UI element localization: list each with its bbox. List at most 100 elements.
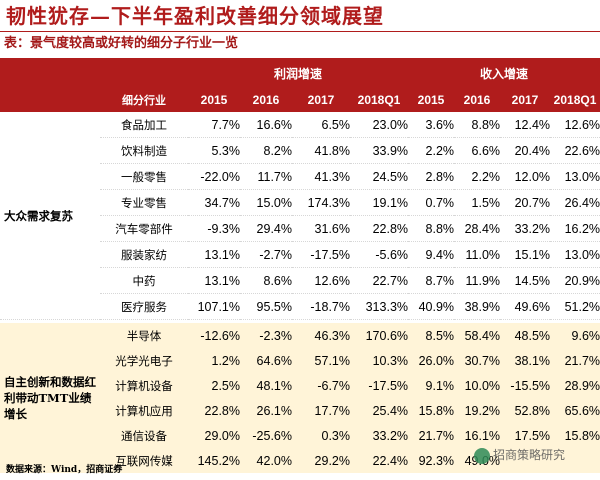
revenue-growth-cell: 15.8%	[550, 423, 600, 448]
profit-growth-cell: -9.3%	[188, 215, 240, 242]
revenue-growth-cell: 51.2%	[550, 293, 600, 320]
profit-growth-cell: 11.7%	[240, 163, 292, 190]
revenue-growth-cell: 21.7%	[550, 348, 600, 373]
industry-name: 计算机设备	[100, 373, 188, 398]
watermark: 招商策略研究	[474, 446, 565, 464]
profit-growth-cell: 34.7%	[188, 189, 240, 216]
profit-growth-cell: -18.7%	[292, 293, 350, 320]
revenue-growth-cell: 16.1%	[454, 423, 501, 448]
revenue-year-header: 2017	[500, 88, 551, 112]
industry-name: 一般零售	[100, 163, 188, 190]
profit-growth-cell: -2.3%	[240, 323, 292, 348]
revenue-growth-cell: 16.2%	[550, 215, 600, 242]
profit-growth-cell: -6.7%	[292, 373, 350, 398]
profit-growth-cell: 2.5%	[188, 373, 240, 398]
revenue-year-header: 2018Q1	[550, 88, 600, 112]
profit-growth-cell: 26.1%	[240, 398, 292, 423]
revenue-growth-cell: 26.0%	[408, 348, 455, 373]
profit-growth-cell: 33.2%	[350, 423, 409, 448]
revenue-growth-cell: 38.9%	[454, 293, 501, 320]
profit-growth-cell: 145.2%	[188, 448, 240, 473]
profit-growth-cell: 41.8%	[292, 137, 350, 164]
profit-growth-cell: 0.3%	[292, 423, 350, 448]
profit-growth-cell: 19.1%	[350, 189, 409, 216]
revenue-growth-cell	[500, 448, 551, 473]
revenue-growth-cell: 13.0%	[550, 241, 600, 268]
profit-growth-cell: 57.1%	[292, 348, 350, 373]
profit-growth-cell: 64.6%	[240, 348, 292, 373]
revenue-growth-cell: 38.1%	[500, 348, 551, 373]
profit-growth-cell: 46.3%	[292, 323, 350, 348]
profit-year-header: 2018Q1	[350, 88, 409, 112]
profit-growth-cell: 29.2%	[292, 448, 350, 473]
profit-growth-cell: 170.6%	[350, 323, 409, 348]
industry-name: 中药	[100, 267, 188, 294]
profit-growth-cell: 33.9%	[350, 137, 409, 164]
revenue-growth-cell: 8.8%	[408, 215, 455, 242]
revenue-growth-cell: 10.0%	[454, 373, 501, 398]
revenue-growth-cell: 20.4%	[500, 137, 551, 164]
profit-growth-cell: 41.3%	[292, 163, 350, 190]
table-row: 自主创新和数据红利带动TMT业绩增长 半导体 -12.6% -2.3% 46.3% 170…	[0, 323, 600, 473]
revenue-growth-cell: 8.5%	[408, 323, 455, 348]
revenue-growth-cell: 48.5%	[500, 323, 551, 348]
table-row: 中药 13.1% 8.6% 12.6% 22.7% 8.7% 11.9% 14.5% 20.9%	[0, 267, 600, 294]
table-row: 计算机设备 2.5% 48.1% -6.7% -17.5% 9.1% 10.0% -15.5%…	[0, 373, 600, 398]
table-row: 服装家纺 13.1% -2.7% -17.5% -5.6% 9.4% 11.0% 15.1% 1…	[0, 241, 600, 268]
profit-growth-cell: -25.6%	[240, 423, 292, 448]
industry-name: 饮料制造	[100, 137, 188, 164]
revenue-growth-cell: 19.2%	[454, 398, 501, 423]
table-row: 饮料制造 5.3% 8.2% 41.8% 33.9% 2.2% 6.6% 20.4% 22.6%	[0, 137, 600, 164]
profit-growth-cell: 22.4%	[350, 448, 409, 473]
table-group-header: 利润增速 收入增速	[0, 58, 600, 88]
revenue-growth-cell: 6.6%	[454, 137, 501, 164]
revenue-growth-cell: 49.6%	[500, 293, 551, 320]
growth-table: 利润增速 收入增速 细分行业 2015 2016 2017 2018Q1 201…	[0, 58, 600, 473]
profit-growth-cell: 48.1%	[240, 373, 292, 398]
revenue-growth-cell: 9.6%	[550, 323, 600, 348]
profit-year-header: 2016	[240, 88, 292, 112]
revenue-growth-cell: 22.6%	[550, 137, 600, 164]
revenue-growth-cell: 3.6%	[408, 112, 455, 138]
profit-growth-cell: 7.7%	[188, 112, 240, 138]
profit-growth-cell: 17.7%	[292, 398, 350, 423]
watermark-text: 招商策略研究	[493, 448, 566, 462]
revenue-growth-cell: 58.4%	[454, 323, 501, 348]
industry-name: 汽车零部件	[100, 215, 188, 242]
industry-column-header: 细分行业	[100, 88, 188, 112]
table-row: 大众需求复苏 食品加工 7.7% 16.6% 6.5% 23.0% 3.6% 8.8% 12.4…	[0, 112, 600, 320]
table-row: 光学光电子 1.2% 64.6% 57.1% 10.3% 26.0% 30.7% 38.1% 2…	[0, 348, 600, 373]
profit-growth-cell: 8.6%	[240, 267, 292, 294]
profit-growth-cell: -22.0%	[188, 163, 240, 190]
profit-growth-cell: 5.3%	[188, 137, 240, 164]
revenue-growth-cell: 40.9%	[408, 293, 455, 320]
profit-growth-cell: -5.6%	[350, 241, 409, 268]
revenue-growth-cell: 9.1%	[408, 373, 455, 398]
revenue-growth-cell: 20.9%	[550, 267, 600, 294]
profit-growth-cell: -17.5%	[292, 241, 350, 268]
table-caption: 表：景气度较高或好转的细分子行业一览	[4, 36, 239, 51]
profit-growth-cell: -17.5%	[350, 373, 409, 398]
title-divider	[0, 31, 600, 32]
revenue-growth-cell: 30.7%	[454, 348, 501, 373]
profit-growth-header: 利润增速	[188, 58, 409, 88]
profit-growth-cell: 22.8%	[350, 215, 409, 242]
profit-growth-cell: 22.7%	[350, 267, 409, 294]
industry-name: 计算机应用	[100, 398, 188, 423]
profit-growth-cell: -12.6%	[188, 323, 240, 348]
revenue-growth-cell: 2.2%	[408, 137, 455, 164]
table-year-header: 细分行业 2015 2016 2017 2018Q1 2015 2016 201…	[0, 88, 600, 112]
revenue-growth-cell: 0.7%	[408, 189, 455, 216]
revenue-growth-cell	[550, 448, 600, 473]
industry-name: 光学光电子	[100, 348, 188, 373]
revenue-growth-cell: 11.0%	[454, 241, 501, 268]
revenue-growth-cell: 1.5%	[454, 189, 501, 216]
revenue-growth-cell: 26.4%	[550, 189, 600, 216]
profit-growth-cell: 95.5%	[240, 293, 292, 320]
profit-growth-cell: -2.7%	[240, 241, 292, 268]
revenue-growth-cell: 15.8%	[408, 398, 455, 423]
revenue-year-header: 2016	[454, 88, 501, 112]
revenue-year-header: 2015	[408, 88, 455, 112]
profit-year-header: 2017	[292, 88, 350, 112]
